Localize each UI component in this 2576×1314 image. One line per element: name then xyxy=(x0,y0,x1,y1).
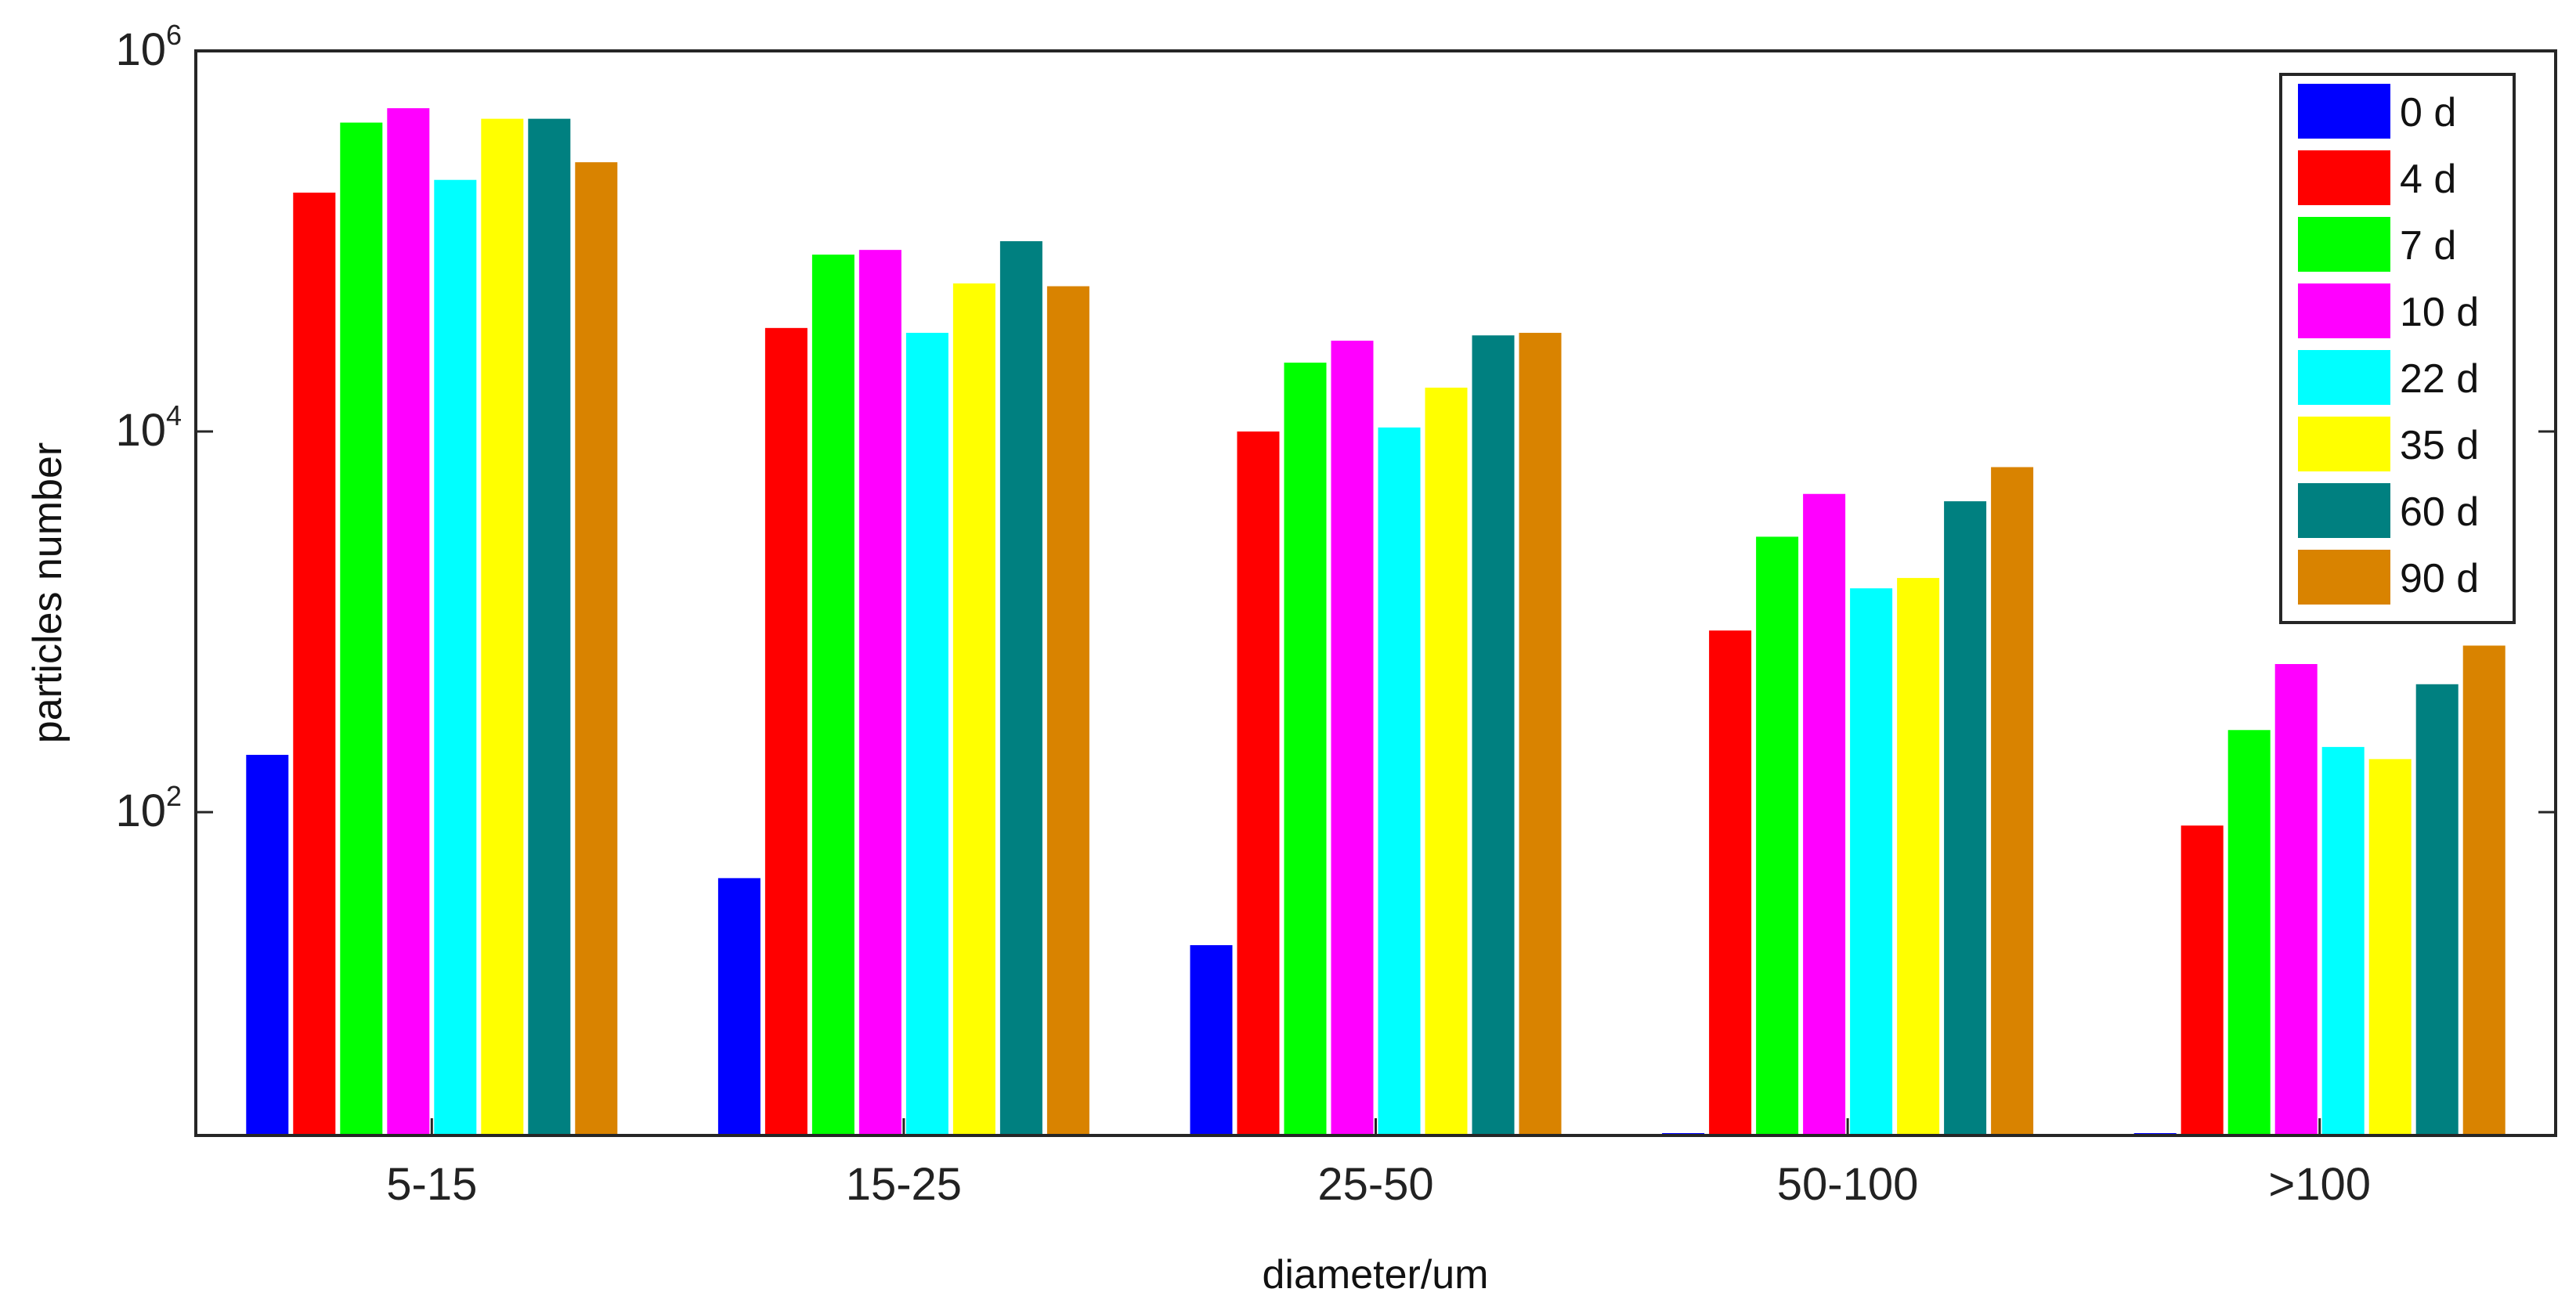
x-tick-label: 5-15 xyxy=(386,1159,477,1210)
bar xyxy=(717,878,761,1135)
bar xyxy=(1378,427,1421,1135)
legend-label: 7 d xyxy=(2400,223,2456,269)
bar xyxy=(1944,501,1987,1135)
x-axis-label: diameter/um xyxy=(1263,1252,1489,1298)
legend-swatch xyxy=(2298,550,2390,605)
legend-label: 60 d xyxy=(2400,489,2479,535)
bar xyxy=(340,122,383,1136)
legend-swatch xyxy=(2298,283,2390,338)
bar xyxy=(1519,333,1562,1136)
bar xyxy=(1709,630,1752,1135)
bar xyxy=(1897,578,1940,1135)
x-tick-label: 25-50 xyxy=(1317,1159,1433,1210)
legend-label: 22 d xyxy=(2400,356,2479,402)
bar xyxy=(905,333,948,1136)
y-tick-label: 106 xyxy=(115,19,182,75)
bar xyxy=(481,118,524,1136)
legend-label: 10 d xyxy=(2400,290,2479,335)
bar xyxy=(1046,286,1089,1136)
bar xyxy=(1991,467,2034,1135)
legend-swatch xyxy=(2298,483,2390,538)
legend-swatch xyxy=(2298,150,2390,205)
x-tick-label: >100 xyxy=(2268,1159,2371,1210)
bar xyxy=(764,327,807,1136)
y-axis-label: particles number xyxy=(25,442,70,743)
legend-swatch xyxy=(2298,84,2390,139)
legend-label: 90 d xyxy=(2400,556,2479,601)
bar xyxy=(1425,388,1468,1135)
bar xyxy=(1237,431,1280,1135)
bar xyxy=(2415,684,2459,1135)
legend-swatch xyxy=(2298,350,2390,405)
bar xyxy=(2180,825,2224,1135)
x-tick-label: 15-25 xyxy=(846,1159,962,1210)
y-tick-label: 104 xyxy=(115,399,182,456)
bar xyxy=(434,179,477,1135)
x-axis: 5-15 15-25 25-50 50-100 >100 xyxy=(386,1118,2371,1210)
legend-label: 35 d xyxy=(2400,423,2479,468)
bar xyxy=(2227,730,2271,1135)
x-tick-label: 50-100 xyxy=(1777,1159,1919,1210)
y-tick-label: 102 xyxy=(115,780,182,836)
legend-swatch xyxy=(2298,417,2390,471)
bar xyxy=(1803,493,1846,1135)
bar xyxy=(1331,341,1374,1135)
bar xyxy=(811,254,854,1135)
bar xyxy=(999,241,1042,1135)
bar xyxy=(858,250,901,1136)
bar xyxy=(1190,944,1233,1135)
bar xyxy=(2368,759,2412,1135)
bar xyxy=(952,283,995,1136)
bar xyxy=(528,118,571,1136)
legend-label: 4 d xyxy=(2400,157,2456,202)
bar xyxy=(1284,363,1327,1136)
bar xyxy=(387,108,430,1136)
bar xyxy=(2321,746,2365,1135)
bar xyxy=(575,162,618,1136)
bar xyxy=(2462,645,2506,1135)
bar xyxy=(246,754,289,1135)
bar xyxy=(293,192,336,1136)
bar xyxy=(2274,663,2318,1135)
bar xyxy=(1472,335,1515,1135)
bars-group xyxy=(246,108,2506,1136)
bar xyxy=(1756,536,1799,1135)
legend-swatch xyxy=(2298,217,2390,272)
y-axis: 102 104 106 xyxy=(115,19,2556,836)
legend: 0 d 4 d 7 d 10 d 22 d 35 d 60 d 90 d xyxy=(2279,73,2516,624)
legend-label: 0 d xyxy=(2400,90,2456,135)
bar xyxy=(1850,588,1893,1135)
